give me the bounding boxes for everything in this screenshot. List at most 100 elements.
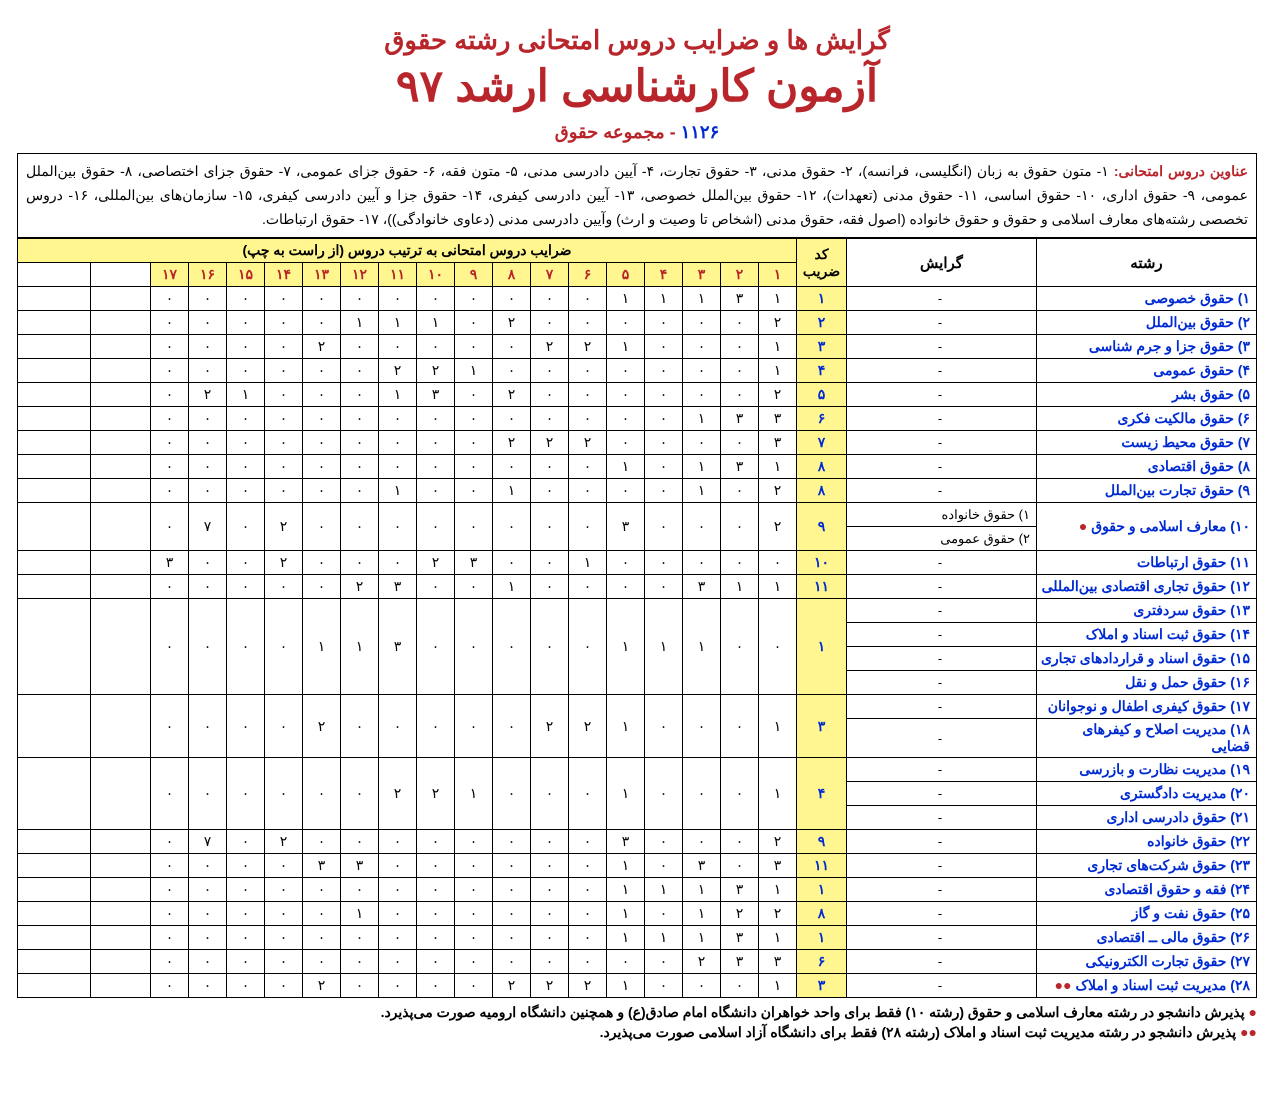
value-cell: ۲ (759, 479, 797, 503)
value-cell: ۱ (645, 287, 683, 311)
value-cell: ۰ (265, 974, 303, 998)
value-cell: ۲ (303, 695, 341, 758)
pad (91, 974, 151, 998)
value-cell: ۰ (455, 479, 493, 503)
value-cell: ۰ (721, 695, 759, 758)
value-cell: ۰ (189, 758, 227, 830)
value-cell: ۰ (265, 359, 303, 383)
value-cell: ۰ (645, 503, 683, 551)
value-cell: ۰ (683, 311, 721, 335)
value-cell: ۰ (607, 407, 645, 431)
value-cell: ۳ (759, 854, 797, 878)
value-cell: ۰ (569, 878, 607, 902)
trend-cell: ۲) حقوق عمومی (847, 527, 1037, 551)
value-cell: ۰ (493, 599, 531, 695)
col-num-8: ۸ (493, 263, 531, 287)
value-cell: ۳ (721, 878, 759, 902)
value-cell: ۰ (227, 479, 265, 503)
value-cell: ۰ (569, 311, 607, 335)
pad (91, 758, 151, 830)
trend-cell: - (847, 551, 1037, 575)
field-cell: ۲) حقوق بین‌الملل (1037, 311, 1257, 335)
value-cell: ۰ (265, 854, 303, 878)
value-cell: ۰ (341, 407, 379, 431)
value-cell: ۰ (341, 431, 379, 455)
value-cell: ۲ (493, 383, 531, 407)
value-cell: ۰ (455, 407, 493, 431)
value-cell: ۱ (417, 311, 455, 335)
col-num-13: ۱۳ (303, 263, 341, 287)
value-cell: ۲ (569, 974, 607, 998)
value-cell: ۰ (607, 575, 645, 599)
col-num-5: ۵ (607, 263, 645, 287)
col-num-9: ۹ (455, 263, 493, 287)
pad (91, 695, 151, 758)
value-cell: ۰ (645, 695, 683, 758)
trend-cell: - (847, 926, 1037, 950)
value-cell: ۰ (721, 431, 759, 455)
value-cell: ۳ (721, 407, 759, 431)
value-cell: ۰ (645, 551, 683, 575)
value-cell: ۰ (645, 974, 683, 998)
trend-cell: - (847, 902, 1037, 926)
value-cell: ۰ (151, 503, 189, 551)
value-cell: ۰ (569, 575, 607, 599)
value-cell: ۰ (227, 950, 265, 974)
value-cell: ۱ (569, 551, 607, 575)
value-cell: ۰ (417, 479, 455, 503)
value-cell: ۰ (531, 551, 569, 575)
code-cell: ۲ (797, 311, 847, 335)
value-cell: ۰ (227, 455, 265, 479)
value-cell: ۷ (189, 830, 227, 854)
value-cell: ۰ (493, 854, 531, 878)
col-num-14: ۱۴ (265, 263, 303, 287)
value-cell: ۲ (531, 335, 569, 359)
value-cell: ۰ (645, 383, 683, 407)
value-cell: ۰ (417, 878, 455, 902)
value-cell: ۱ (683, 455, 721, 479)
value-cell: ۲ (417, 359, 455, 383)
col-num-11: ۱۱ (379, 263, 417, 287)
value-cell: ۰ (227, 974, 265, 998)
value-cell: ۰ (341, 551, 379, 575)
value-cell: ۱ (759, 455, 797, 479)
value-cell: ۰ (569, 359, 607, 383)
value-cell: ۲ (721, 902, 759, 926)
value-cell: ۲ (759, 830, 797, 854)
value-cell: ۰ (569, 287, 607, 311)
value-cell: ۲ (531, 431, 569, 455)
value-cell: ۱ (759, 575, 797, 599)
value-cell: ۰ (303, 575, 341, 599)
value-cell: ۱ (493, 575, 531, 599)
value-cell: ۱ (645, 878, 683, 902)
pad (91, 575, 151, 599)
trend-cell: - (847, 431, 1037, 455)
trend-cell: - (847, 311, 1037, 335)
value-cell: ۰ (341, 287, 379, 311)
value-cell: ۲ (303, 974, 341, 998)
value-cell: ۰ (303, 479, 341, 503)
value-cell: ۰ (683, 431, 721, 455)
col-num-7: ۷ (531, 263, 569, 287)
value-cell: ۰ (531, 599, 569, 695)
value-cell: ۰ (189, 311, 227, 335)
value-cell: ۰ (227, 503, 265, 551)
subtitle-name: مجموعه حقوق (555, 122, 665, 142)
value-cell: ۰ (417, 335, 455, 359)
trend-cell: - (847, 359, 1037, 383)
trend-cell: - (847, 758, 1037, 782)
col-num-2: ۲ (721, 263, 759, 287)
trend-cell: - (847, 623, 1037, 647)
value-cell: ۲ (493, 974, 531, 998)
value-cell: ۱ (493, 479, 531, 503)
value-cell: ۰ (151, 311, 189, 335)
value-cell: ۰ (379, 287, 417, 311)
pad (18, 263, 91, 287)
value-cell: ۰ (151, 695, 189, 758)
pad (91, 902, 151, 926)
value-cell: ۰ (151, 878, 189, 902)
code-cell: ۴ (797, 359, 847, 383)
value-cell: ۲ (265, 503, 303, 551)
value-cell: ۳ (379, 575, 417, 599)
field-cell: ۲۷) حقوق تجارت الکترونیکی (1037, 950, 1257, 974)
